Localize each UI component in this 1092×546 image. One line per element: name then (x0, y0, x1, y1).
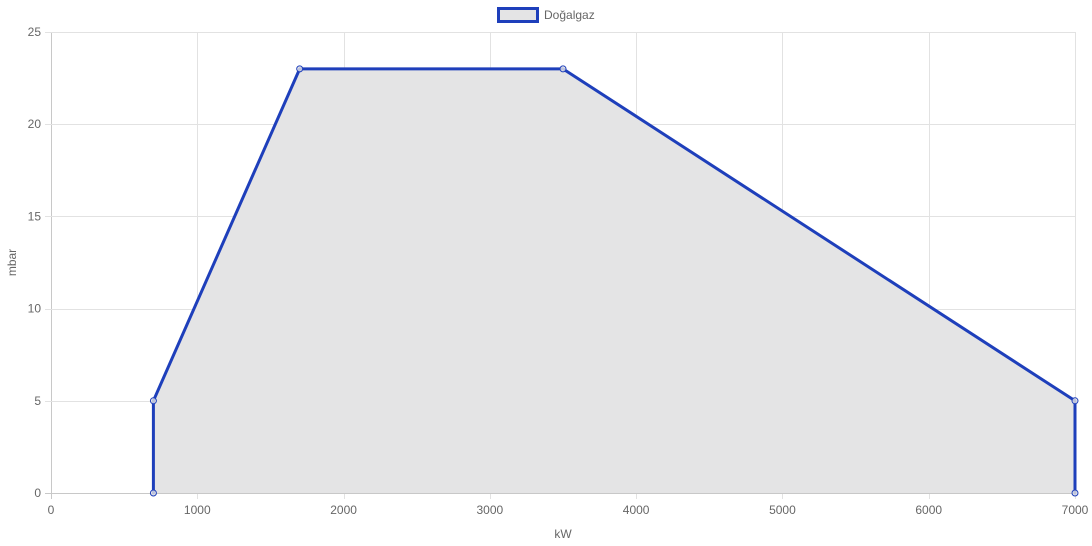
x-tick-label: 4000 (623, 503, 650, 517)
data-point[interactable] (149, 489, 157, 497)
x-tick-label: 3000 (477, 503, 504, 517)
data-point[interactable] (1071, 489, 1079, 497)
x-tick-label: 2000 (330, 503, 357, 517)
x-axis-title: kW (554, 527, 572, 541)
x-tick-label: 6000 (915, 503, 942, 517)
data-point[interactable] (149, 397, 157, 405)
y-axis-title: mbar (5, 249, 19, 276)
y-tick-label: 25 (28, 25, 42, 39)
x-tick-label: 0 (48, 503, 55, 517)
x-axis-ticks: 0 1000 2000 3000 4000 5000 6000 7000 (48, 503, 1089, 517)
series-area (153, 68, 1075, 493)
y-tick-label: 5 (34, 394, 41, 408)
legend-label[interactable]: Doğalgaz (544, 8, 595, 22)
y-tick-label: 0 (34, 486, 41, 500)
legend[interactable]: Doğalgaz (497, 7, 595, 23)
y-tick-label: 20 (28, 117, 42, 131)
y-axis-ticks: 0 5 10 15 20 25 (28, 25, 42, 500)
x-tick-label: 1000 (184, 503, 211, 517)
y-tick-label: 10 (28, 302, 42, 316)
x-tick-label: 7000 (1062, 503, 1089, 517)
axes: 0 1000 2000 3000 4000 5000 6000 7000 0 5 10 15 20 25… (5, 25, 1089, 541)
x-tick-label: 5000 (769, 503, 796, 517)
plot-area (149, 65, 1079, 497)
legend-swatch[interactable] (497, 7, 539, 23)
data-point[interactable] (1071, 397, 1079, 405)
data-point[interactable] (559, 65, 567, 73)
data-point[interactable] (296, 65, 304, 73)
series-line (151, 67, 1077, 495)
y-tick-label: 15 (28, 209, 42, 223)
